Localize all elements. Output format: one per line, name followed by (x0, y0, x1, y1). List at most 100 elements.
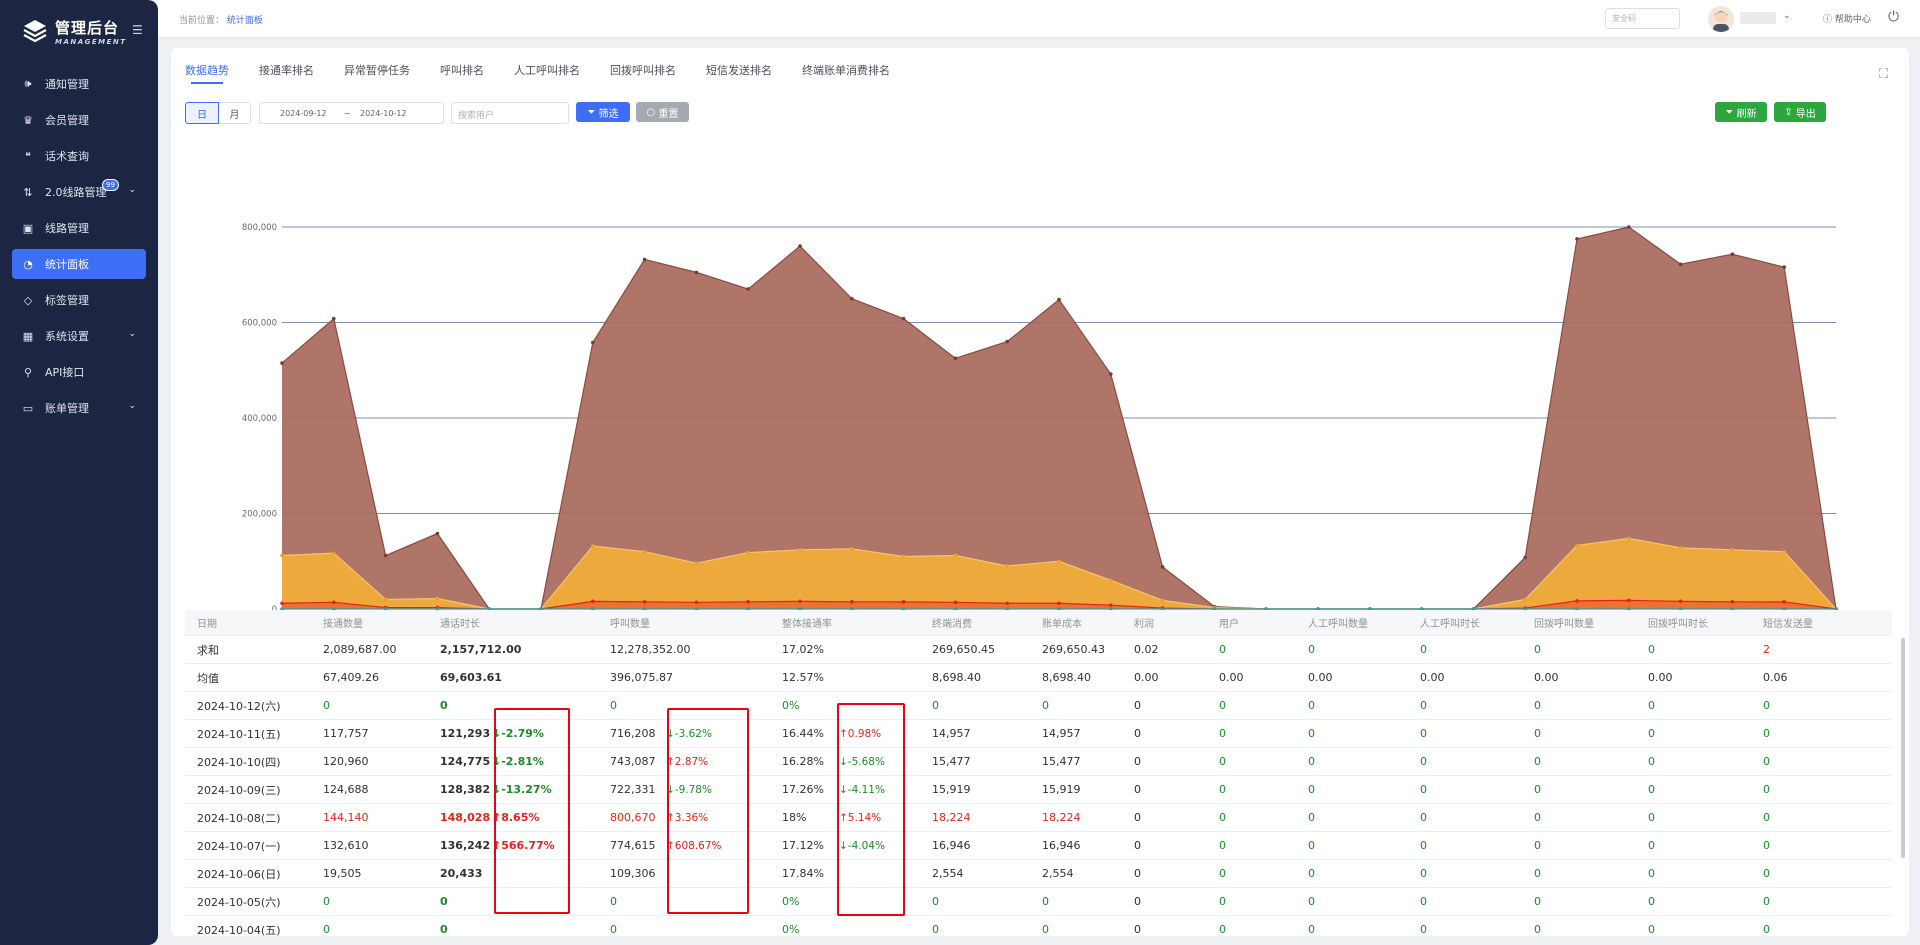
reset-button[interactable]: ○ 重置 (636, 102, 689, 122)
column-header[interactable]: 利润 (1134, 619, 1154, 630)
fullscreen-icon[interactable]: ⛶ (1879, 67, 1889, 82)
data-point[interactable] (1368, 607, 1372, 611)
column-header[interactable]: 整体接通率 (782, 619, 832, 630)
data-point[interactable] (591, 599, 595, 604)
data-point[interactable] (1627, 598, 1631, 603)
sidebar-item-5[interactable]: ◔ 统计面板 (12, 249, 146, 279)
data-point[interactable] (1523, 607, 1527, 611)
data-point[interactable] (1005, 607, 1009, 611)
data-point[interactable] (1730, 252, 1735, 257)
sidebar-item-6[interactable]: ◇ 标签管理 (12, 285, 146, 315)
data-point[interactable] (798, 599, 802, 604)
data-point[interactable] (1782, 607, 1786, 611)
sidebar-item-2[interactable]: ❝ 话术查询 (12, 141, 146, 171)
user-search-input[interactable]: 搜索用户 (451, 102, 569, 124)
column-header[interactable]: 回拨呼叫时长 (1648, 619, 1708, 630)
data-point[interactable] (539, 607, 543, 611)
data-point[interactable] (1678, 607, 1683, 611)
data-point[interactable] (694, 561, 699, 565)
data-point[interactable] (1316, 607, 1320, 611)
data-point[interactable] (1730, 607, 1735, 611)
column-header[interactable]: 短信发送量 (1763, 619, 1813, 630)
data-point[interactable] (1627, 536, 1631, 541)
data-point[interactable] (1109, 603, 1113, 607)
data-point[interactable] (1057, 601, 1061, 606)
data-point[interactable] (1057, 607, 1061, 611)
data-point[interactable] (798, 547, 802, 552)
data-point[interactable] (1109, 372, 1113, 376)
data-point[interactable] (591, 544, 595, 548)
column-header[interactable]: 人工呼叫数量 (1308, 619, 1368, 630)
data-point[interactable] (435, 531, 440, 536)
security-code-input[interactable]: 安全码 (1605, 8, 1680, 29)
column-header[interactable]: 终端消费 (932, 619, 972, 630)
sidebar-item-0[interactable]: 🕪 通知管理 (12, 69, 146, 99)
data-point[interactable] (1160, 607, 1165, 611)
tab-2[interactable]: 异常暂停任务 (344, 64, 410, 77)
data-point[interactable] (435, 607, 440, 611)
data-point[interactable] (850, 607, 854, 611)
data-point[interactable] (591, 607, 595, 611)
column-header[interactable]: 呼叫数量 (610, 619, 650, 630)
data-point[interactable] (280, 601, 284, 606)
data-point[interactable] (746, 287, 750, 291)
data-point[interactable] (1575, 543, 1579, 548)
data-point[interactable] (850, 296, 854, 301)
data-point[interactable] (850, 547, 854, 551)
column-header[interactable]: 回拨呼叫数量 (1534, 619, 1594, 630)
data-point[interactable] (642, 600, 647, 604)
power-icon[interactable]: ⏻ (1888, 9, 1900, 25)
refresh-button[interactable]: ⏷ 刷新 (1715, 102, 1767, 122)
column-header[interactable]: 日期 (197, 619, 217, 630)
chevron-down-icon[interactable]: ⌄ (128, 401, 136, 411)
data-point[interactable] (642, 549, 647, 554)
data-point[interactable] (280, 361, 284, 365)
data-point[interactable] (332, 600, 336, 605)
data-point[interactable] (1005, 339, 1009, 344)
data-point[interactable] (1160, 598, 1165, 603)
data-point[interactable] (901, 554, 906, 559)
data-point[interactable] (1782, 549, 1786, 554)
data-point[interactable] (1730, 547, 1735, 552)
data-point[interactable] (1057, 559, 1061, 564)
data-point[interactable] (642, 257, 647, 262)
data-point[interactable] (901, 600, 906, 604)
column-header[interactable]: 通话时长 (440, 619, 480, 630)
column-header[interactable]: 人工呼叫时长 (1420, 619, 1480, 630)
data-point[interactable] (332, 551, 336, 555)
chevron-down-icon[interactable]: ⌄ (1783, 11, 1791, 21)
chevron-down-icon[interactable]: ⌄ (128, 329, 136, 339)
tab-1[interactable]: 接通率排名 (259, 64, 314, 77)
username-placeholder[interactable] (1740, 12, 1776, 24)
data-point[interactable] (850, 600, 854, 604)
data-point[interactable] (332, 316, 336, 321)
sidebar-item-9[interactable]: ▭ 账单管理 ⌄ (12, 393, 146, 423)
export-button[interactable]: ⇪ 导出 (1774, 102, 1826, 122)
tab-6[interactable]: 短信发送排名 (706, 64, 772, 77)
data-point[interactable] (1005, 564, 1009, 568)
tab-0[interactable]: 数据趋势 (185, 62, 229, 88)
table-scrollbar[interactable] (1901, 638, 1905, 858)
data-point[interactable] (383, 597, 388, 602)
data-point[interactable] (798, 607, 802, 611)
trend-area-chart[interactable]: 0200,000400,000600,000800,0002024-09-12(… (171, 148, 1909, 628)
month-toggle-button[interactable]: 月 (219, 102, 251, 124)
data-point[interactable] (435, 596, 440, 601)
sidebar-item-4[interactable]: ▣ 线路管理 (12, 213, 146, 243)
sidebar-item-1[interactable]: ♛ 会员管理 (12, 105, 146, 135)
data-point[interactable] (383, 607, 388, 611)
tab-7[interactable]: 终端账单消费排名 (802, 64, 890, 77)
tab-3[interactable]: 呼叫排名 (440, 64, 484, 77)
data-point[interactable] (1575, 599, 1579, 603)
chevron-down-icon[interactable]: ⌄ (128, 185, 136, 195)
data-point[interactable] (953, 607, 958, 611)
data-point[interactable] (1834, 607, 1838, 611)
data-point[interactable] (1782, 600, 1786, 604)
data-point[interactable] (953, 356, 958, 361)
data-point[interactable] (1523, 555, 1527, 560)
data-point[interactable] (332, 607, 336, 611)
data-point[interactable] (1730, 600, 1735, 604)
data-point[interactable] (1109, 578, 1113, 583)
data-point[interactable] (798, 244, 802, 248)
data-point[interactable] (642, 607, 647, 611)
